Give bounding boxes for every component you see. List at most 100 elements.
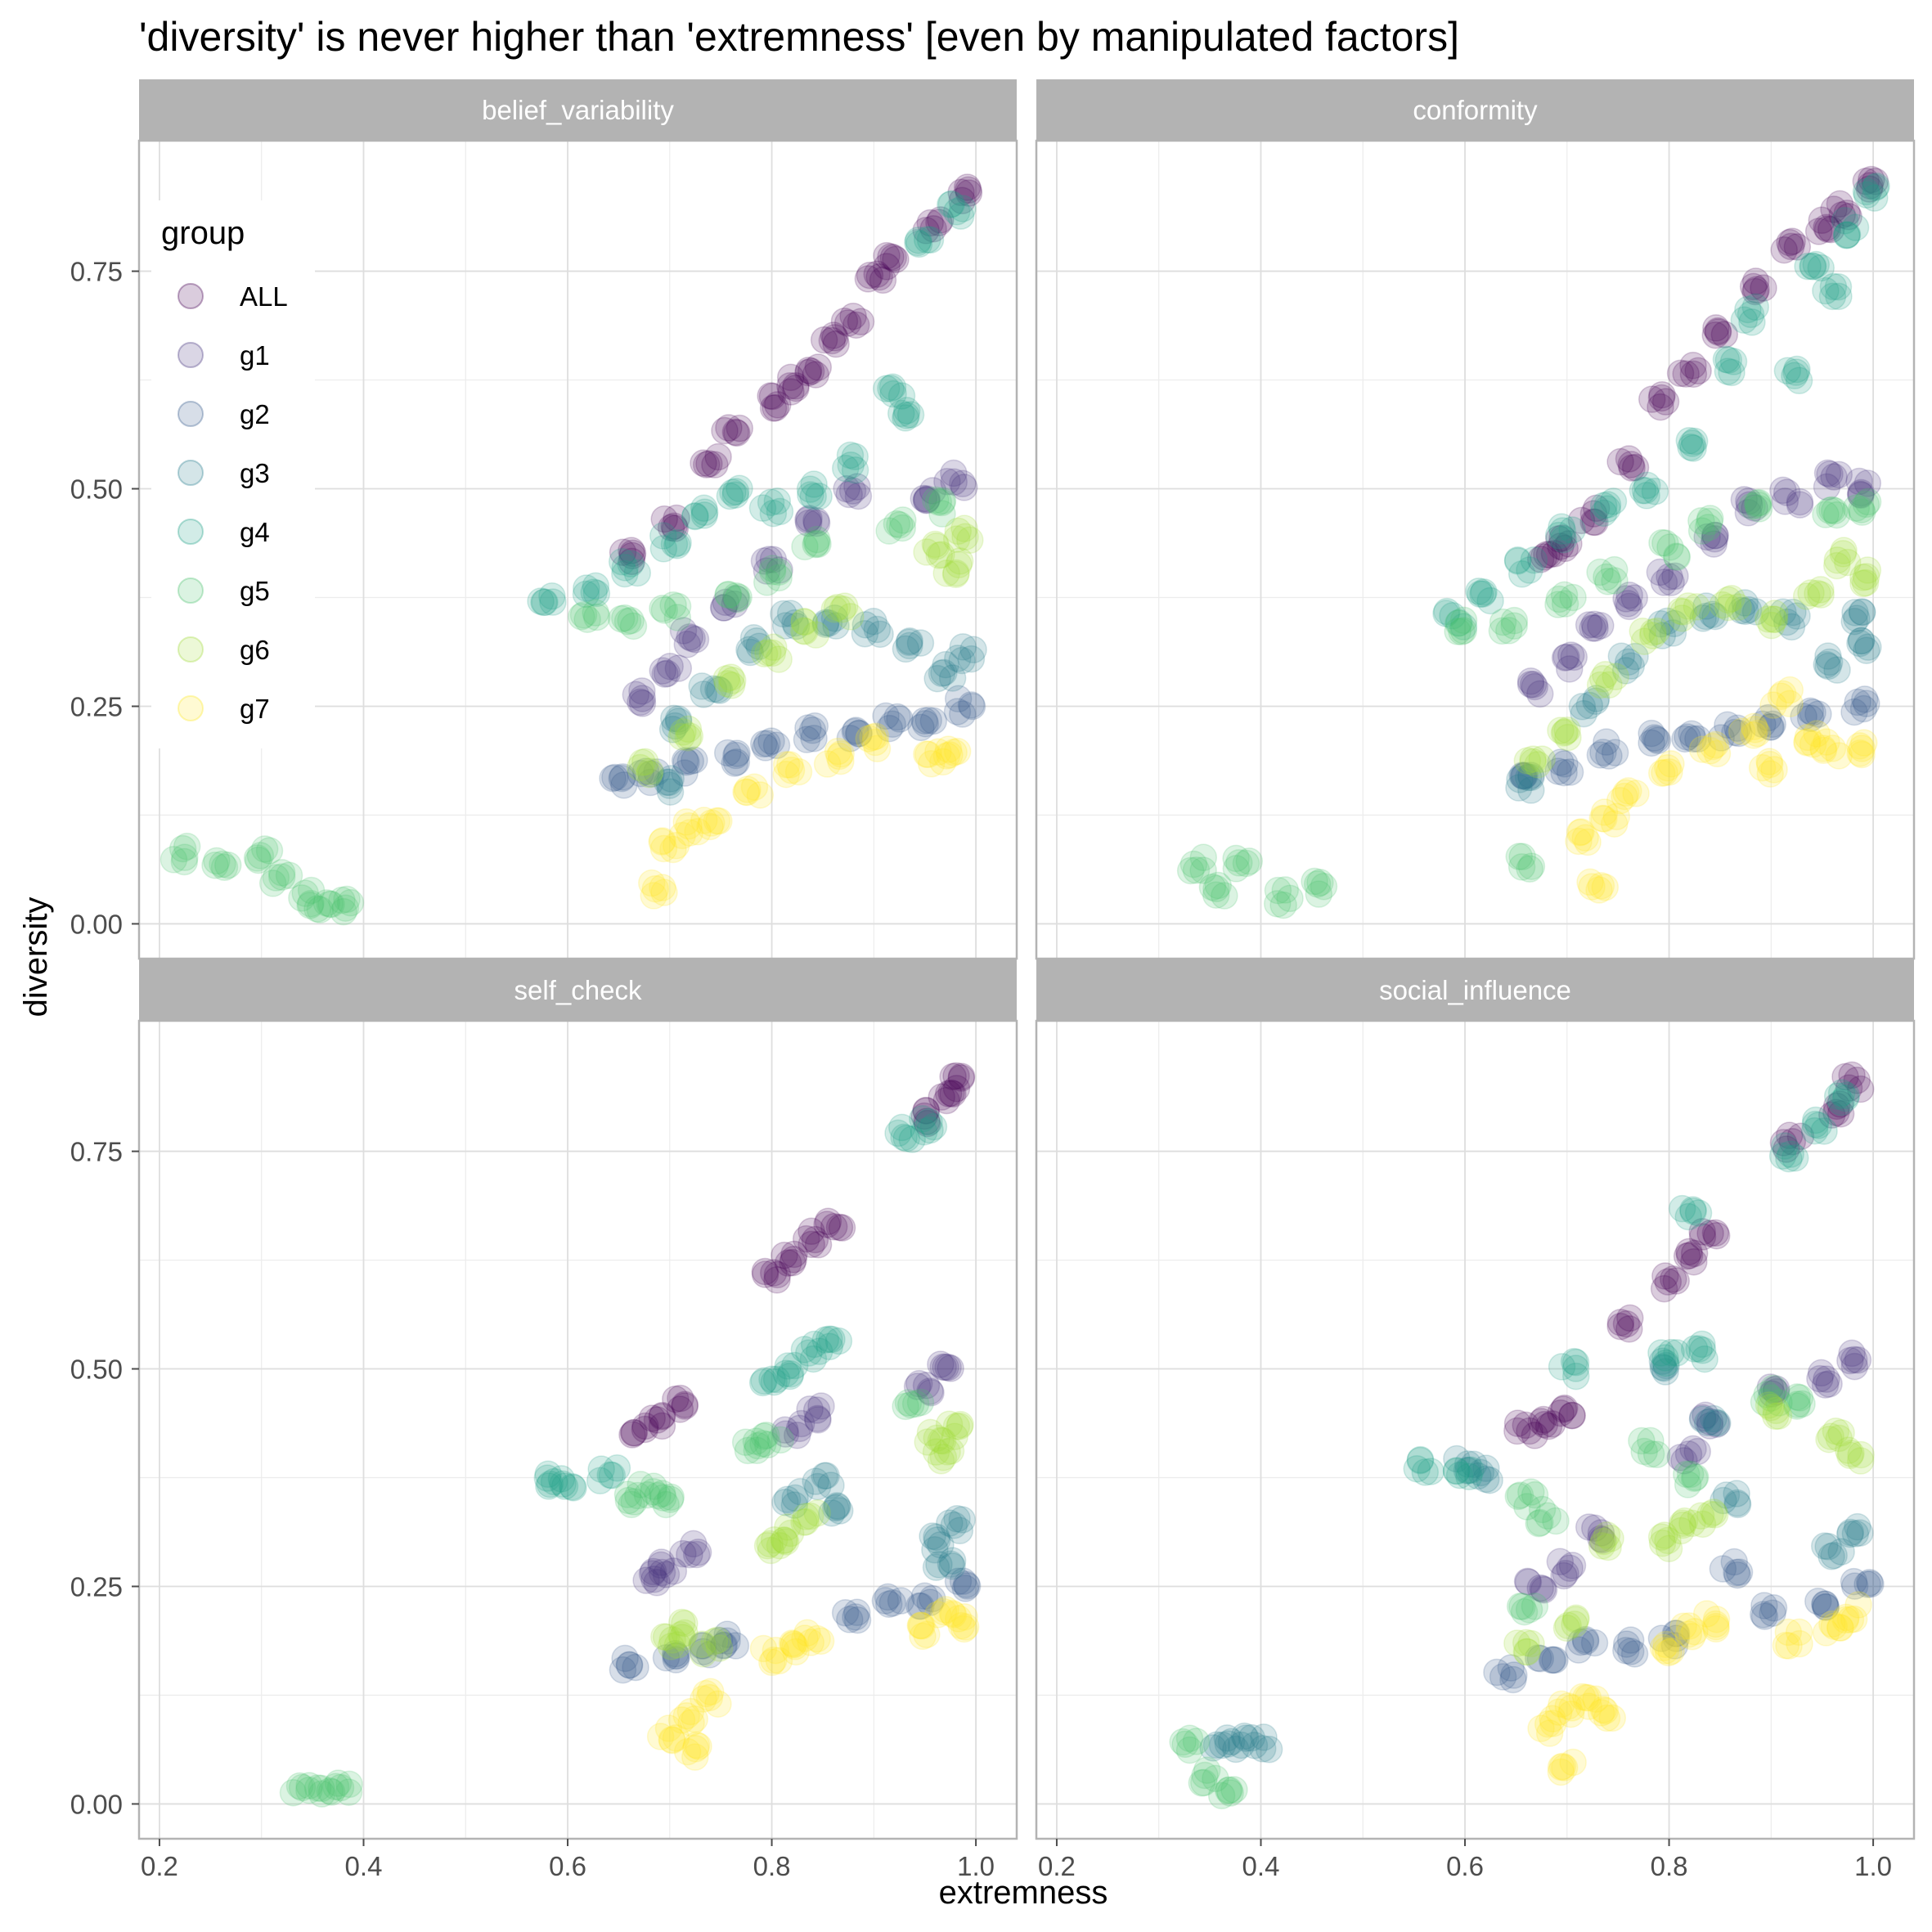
data-point — [328, 886, 356, 914]
data-point — [948, 646, 976, 675]
y-tick-label: 0.25 — [70, 1571, 123, 1602]
data-point — [1804, 1112, 1833, 1139]
data-point — [787, 1409, 815, 1438]
data-point — [1483, 1658, 1511, 1687]
data-point — [916, 1116, 944, 1144]
data-point — [1513, 1493, 1541, 1521]
data-point — [1762, 1402, 1790, 1431]
data-point — [762, 1365, 791, 1394]
data-point — [1834, 1436, 1862, 1464]
data-point — [791, 618, 819, 645]
data-point — [1464, 1462, 1492, 1490]
data-point — [717, 672, 746, 699]
data-point — [1820, 1541, 1848, 1570]
data-point — [912, 487, 941, 514]
data-point — [874, 1590, 903, 1618]
data-point — [1702, 1605, 1731, 1633]
legend-item-ALL: ALL — [177, 281, 288, 312]
data-point — [1848, 735, 1876, 762]
data-point — [1606, 787, 1634, 815]
data-point — [549, 1470, 577, 1498]
data-point — [1836, 1346, 1864, 1375]
data-point — [1846, 1075, 1875, 1103]
data-point — [1595, 671, 1623, 699]
data-point — [614, 1486, 643, 1515]
data-point — [803, 1499, 831, 1527]
data-point — [813, 750, 842, 778]
data-point — [1762, 1396, 1790, 1425]
y-tick-label: 0.00 — [70, 1789, 123, 1819]
data-point — [1796, 704, 1825, 732]
data-point — [750, 1422, 778, 1450]
data-point — [906, 1388, 935, 1417]
data-point — [628, 677, 656, 705]
data-point — [717, 663, 745, 691]
data-point — [1587, 612, 1615, 640]
data-point — [624, 1481, 652, 1510]
data-point — [1679, 1197, 1707, 1225]
data-point — [1755, 1391, 1783, 1419]
data-point — [1594, 1533, 1622, 1561]
data-point — [821, 1494, 850, 1522]
data-point — [1738, 492, 1766, 520]
data-point — [1621, 453, 1650, 482]
facet-panels: belief_variability0.000.250.500.75confor… — [70, 79, 1916, 1881]
legend-label: g6 — [240, 635, 270, 665]
data-point — [721, 1632, 750, 1660]
data-point — [1202, 881, 1230, 909]
data-point — [1547, 532, 1575, 560]
data-point — [1823, 1082, 1852, 1110]
data-point — [1760, 1376, 1788, 1404]
data-point — [611, 1644, 639, 1673]
data-point — [1587, 1519, 1615, 1547]
series-g5 — [160, 486, 957, 926]
data-point — [736, 638, 765, 667]
data-point — [1688, 1510, 1717, 1539]
data-point — [690, 449, 717, 477]
data-point — [923, 1601, 952, 1629]
data-point — [335, 1778, 363, 1806]
data-point — [657, 1633, 685, 1660]
data-point — [753, 557, 781, 585]
data-point — [649, 522, 677, 550]
data-point — [1648, 622, 1677, 649]
legend-label: g3 — [240, 458, 270, 488]
data-point — [863, 735, 892, 762]
data-point — [1691, 1345, 1719, 1373]
data-point — [1847, 481, 1875, 509]
data-point — [1797, 579, 1825, 607]
data-point — [1660, 1265, 1687, 1293]
data-point — [333, 885, 361, 914]
data-point — [672, 748, 700, 776]
data-point — [648, 1412, 676, 1440]
data-point — [823, 1492, 851, 1520]
data-point — [1551, 644, 1579, 672]
data-point — [1214, 1777, 1242, 1804]
data-point — [640, 1478, 667, 1506]
data-point — [538, 582, 566, 610]
data-point — [619, 1419, 648, 1447]
data-point — [651, 660, 679, 688]
series-ALL — [609, 173, 983, 576]
data-point — [1548, 1690, 1575, 1719]
data-point — [1841, 1520, 1870, 1548]
data-point — [1680, 1247, 1708, 1276]
data-point — [330, 897, 357, 926]
data-point — [709, 1632, 738, 1660]
data-point — [652, 1623, 681, 1651]
facet-strip-label: belief_variability — [482, 95, 674, 125]
data-point — [866, 620, 894, 649]
data-point — [1661, 1620, 1690, 1647]
data-point — [1227, 1731, 1256, 1759]
data-point — [1556, 1554, 1584, 1582]
data-point — [671, 1391, 699, 1418]
data-point — [609, 1656, 637, 1684]
data-point — [1620, 584, 1648, 612]
data-point — [1600, 555, 1629, 584]
data-point — [1506, 1481, 1534, 1509]
data-point — [786, 1477, 815, 1506]
data-point — [721, 749, 748, 777]
data-point — [1527, 1714, 1555, 1742]
data-point — [916, 1588, 944, 1616]
data-point — [792, 1224, 820, 1253]
